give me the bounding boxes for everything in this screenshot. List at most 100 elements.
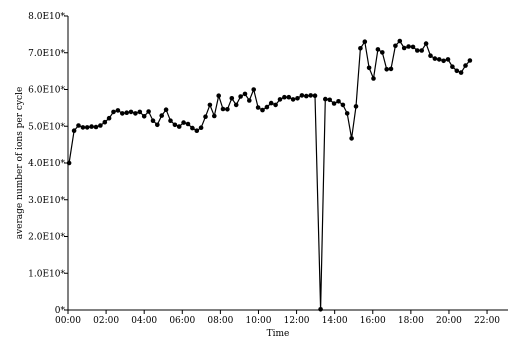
data-point [80, 125, 86, 130]
y-tick-label: 7.0E10* [28, 49, 65, 59]
x-tick-label: 20:00 [436, 316, 462, 326]
y-tick-label: 8.0E10* [28, 12, 65, 22]
data-point [251, 87, 256, 92]
data-point [410, 44, 416, 50]
data-point [268, 100, 274, 106]
data-point [124, 110, 129, 115]
data-point [115, 108, 121, 113]
x-tick-label: 06:00 [169, 316, 195, 326]
data-point [419, 48, 425, 53]
data-point [220, 106, 226, 112]
data-point [247, 98, 252, 103]
data-point [146, 109, 151, 114]
data-point [260, 107, 265, 113]
x-tick-label: 04:00 [131, 316, 157, 326]
data-point [308, 93, 314, 98]
data-point [375, 47, 381, 52]
data-point [93, 124, 99, 130]
x-tick-label: 02:00 [93, 316, 119, 326]
data-point [181, 120, 186, 125]
data-point [203, 114, 208, 119]
data-point [216, 93, 221, 98]
y-tick-label: 2.0E10* [28, 233, 65, 243]
x-axis-ticks: 00:00 02:00 04:00 06:00 08:00 10:00 12:00 14:00… [55, 310, 500, 326]
data-point [71, 128, 77, 133]
data-point [467, 58, 473, 63]
data-point [458, 70, 464, 75]
data-point [340, 102, 346, 108]
data-point [299, 93, 305, 98]
data-point [277, 97, 283, 102]
data-point [273, 102, 278, 108]
data-point [415, 48, 420, 53]
y-axis-title: average number of ions per cycle [15, 87, 25, 240]
data-point [353, 104, 359, 109]
data-point [432, 56, 438, 61]
data-point [331, 101, 337, 106]
data-point [441, 58, 446, 64]
data-point [194, 128, 200, 133]
x-tick-label: 00:00 [55, 316, 81, 326]
data-point [295, 96, 300, 101]
data-point [76, 123, 81, 128]
data-point [327, 97, 333, 103]
data-point [312, 93, 318, 98]
y-tick-label: 5.0E10* [28, 122, 65, 132]
data-point [98, 123, 103, 128]
data-point [150, 118, 156, 123]
data-point [366, 65, 372, 71]
data-point [423, 41, 429, 46]
data-point [120, 111, 125, 116]
data-point [229, 96, 235, 101]
data-point [66, 160, 72, 166]
data-point [264, 104, 270, 110]
data-point [397, 38, 403, 44]
data-point [406, 44, 411, 49]
data-point [255, 105, 261, 110]
data-point [106, 115, 112, 121]
data-point [163, 107, 169, 112]
x-tick-label: 14:00 [322, 316, 348, 326]
data-point [207, 102, 213, 108]
y-tick-label: 0* [55, 306, 66, 316]
data-point [198, 125, 204, 130]
x-tick-label: 22:00 [474, 316, 500, 326]
data-point [445, 57, 451, 62]
data-point [336, 99, 341, 104]
x-tick-label: 08:00 [207, 316, 233, 326]
data-point [190, 125, 195, 131]
data-point [111, 109, 116, 115]
x-tick-label: 10:00 [246, 316, 272, 326]
series-layer [66, 38, 473, 312]
data-point [371, 76, 376, 81]
x-tick-label: 12:00 [284, 316, 310, 326]
data-point [388, 66, 394, 72]
data-point [172, 122, 178, 128]
data-point [380, 50, 385, 55]
data-point [454, 68, 460, 74]
data-point [286, 94, 292, 100]
data-point [344, 111, 350, 116]
data-point [304, 93, 309, 99]
data-point [349, 136, 354, 141]
data-point [233, 102, 239, 108]
x-tick-label: 16:00 [360, 316, 386, 326]
y-tick-label: 4.0E10* [28, 159, 65, 169]
data-point [89, 124, 94, 129]
data-point [282, 94, 287, 100]
x-tick-label: 18:00 [398, 316, 424, 326]
data-point [225, 107, 230, 112]
data-point [318, 307, 323, 312]
x-axis-title: Time [267, 329, 290, 339]
y-tick-label: 6.0E10* [28, 86, 65, 96]
data-point [393, 43, 398, 49]
data-point [176, 124, 182, 129]
data-point [362, 39, 368, 44]
data-point [384, 67, 390, 72]
data-point [137, 109, 143, 115]
data-point [323, 96, 328, 102]
data-point [290, 97, 296, 102]
data-point [128, 109, 134, 115]
data-point [141, 114, 147, 119]
